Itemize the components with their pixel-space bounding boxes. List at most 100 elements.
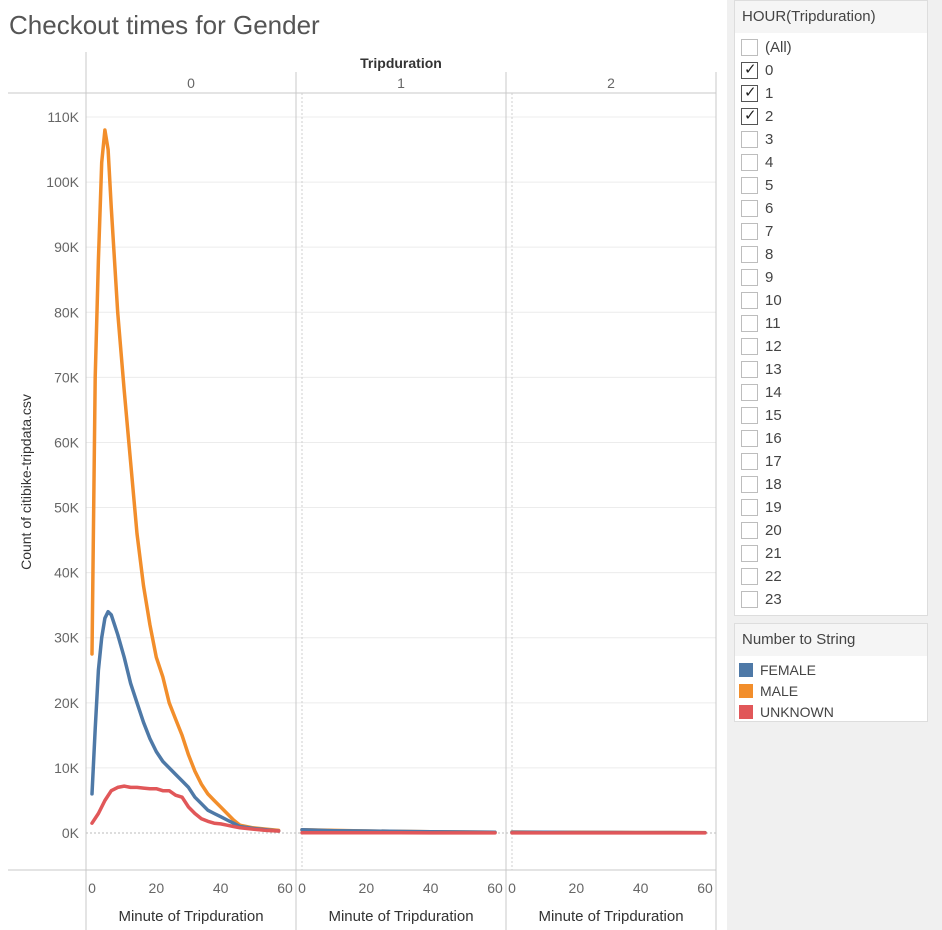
legend-label: UNKNOWN <box>760 703 834 720</box>
checkbox[interactable] <box>741 223 758 240</box>
x-tick-label: 40 <box>213 880 229 896</box>
filter-item-22[interactable]: 21 <box>735 542 927 565</box>
filter-item-16[interactable]: 15 <box>735 404 927 427</box>
filter-item-20[interactable]: 19 <box>735 496 927 519</box>
x-axis-label: Minute of Tripduration <box>328 908 473 925</box>
checkbox[interactable] <box>741 177 758 194</box>
filter-item-label: 15 <box>765 407 782 424</box>
checkbox[interactable] <box>741 131 758 148</box>
filter-item-label: 1 <box>765 85 774 102</box>
filter-item-0[interactable]: (All) <box>735 36 927 59</box>
series-line-unknown <box>90 784 281 833</box>
legend-item-2[interactable]: UNKNOWN <box>735 701 927 722</box>
checkbox[interactable] <box>741 591 758 608</box>
filter-item-label: 8 <box>765 246 774 263</box>
filter-item-11[interactable]: 10 <box>735 289 927 312</box>
filter-item-label: 11 <box>765 315 781 332</box>
filter-item-24[interactable]: 23 <box>735 588 927 611</box>
x-axis-label: Minute of Tripduration <box>118 908 263 925</box>
y-tick-label: 10K <box>54 760 80 776</box>
checkbox[interactable] <box>741 522 758 539</box>
checkbox[interactable] <box>741 39 758 56</box>
checkbox[interactable] <box>741 338 758 355</box>
series-line-female <box>90 609 281 833</box>
filter-item-label: 16 <box>765 430 782 447</box>
filter-item-label: 10 <box>765 292 782 309</box>
x-tick-label: 0 <box>508 880 516 896</box>
checkbox[interactable] <box>741 106 758 125</box>
filter-item-9[interactable]: 8 <box>735 243 927 266</box>
filter-item-3[interactable]: 2 <box>735 105 927 128</box>
filter-item-2[interactable]: 1 <box>735 82 927 105</box>
filter-item-12[interactable]: 11 <box>735 312 927 335</box>
legend-item-0[interactable]: FEMALE <box>735 659 927 680</box>
filter-list: (All)01234567891011121314151617181920212… <box>735 33 927 611</box>
gender-legend-panel: Number to String FEMALE MALE UNKNOWN <box>734 623 928 722</box>
x-tick-label: 40 <box>423 880 439 896</box>
legend-swatch <box>739 683 753 698</box>
checkbox[interactable] <box>741 83 758 102</box>
x-tick-label: 60 <box>487 880 503 896</box>
y-tick-label: 40K <box>54 565 80 581</box>
checkbox[interactable] <box>741 154 758 171</box>
x-tick-label: 0 <box>88 880 96 896</box>
filter-item-10[interactable]: 9 <box>735 266 927 289</box>
filter-item-21[interactable]: 20 <box>735 519 927 542</box>
filter-item-label: 2 <box>765 108 774 125</box>
filter-item-8[interactable]: 7 <box>735 220 927 243</box>
filter-item-5[interactable]: 4 <box>735 151 927 174</box>
x-tick-label: 40 <box>633 880 649 896</box>
filter-item-17[interactable]: 16 <box>735 427 927 450</box>
x-axis-label: Minute of Tripduration <box>538 908 683 925</box>
filter-item-label: 9 <box>765 269 774 286</box>
checkbox[interactable] <box>741 499 758 516</box>
filter-item-label: 18 <box>765 476 782 493</box>
filter-item-13[interactable]: 12 <box>735 335 927 358</box>
checkbox[interactable] <box>741 384 758 401</box>
filter-item-15[interactable]: 14 <box>735 381 927 404</box>
filter-item-4[interactable]: 3 <box>735 128 927 151</box>
y-tick-label: 0K <box>62 825 80 841</box>
legend-item-1[interactable]: MALE <box>735 680 927 701</box>
filter-item-label: 23 <box>765 591 782 608</box>
filter-item-1[interactable]: 0 <box>735 59 927 82</box>
series-line-male <box>90 128 281 833</box>
legend-label: FEMALE <box>760 661 817 678</box>
checkbox[interactable] <box>741 453 758 470</box>
checkbox[interactable] <box>741 430 758 447</box>
filter-item-label: 13 <box>765 361 782 378</box>
y-tick-label: 20K <box>54 695 80 711</box>
legend-title: Number to String <box>735 624 927 656</box>
filter-item-label: 22 <box>765 568 782 585</box>
checkbox[interactable] <box>741 60 758 79</box>
checkbox[interactable] <box>741 315 758 332</box>
checkbox[interactable] <box>741 476 758 493</box>
filter-item-label: 3 <box>765 131 774 148</box>
filter-item-label: 17 <box>765 453 782 470</box>
filter-item-18[interactable]: 17 <box>735 450 927 473</box>
legend-label: MALE <box>760 682 799 699</box>
checkbox[interactable] <box>741 246 758 263</box>
legend-swatch <box>739 662 753 677</box>
filter-item-label: 20 <box>765 522 782 539</box>
checkbox[interactable] <box>741 269 758 286</box>
y-tick-label: 50K <box>54 500 80 516</box>
filter-item-6[interactable]: 5 <box>735 174 927 197</box>
y-tick-label: 100K <box>46 174 79 190</box>
x-tick-label: 0 <box>298 880 306 896</box>
checkbox[interactable] <box>741 361 758 378</box>
checkbox[interactable] <box>741 292 758 309</box>
checkbox[interactable] <box>741 407 758 424</box>
panel-header: 1 <box>397 75 405 91</box>
y-tick-label: 60K <box>54 434 80 450</box>
filter-item-23[interactable]: 22 <box>735 565 927 588</box>
checkbox[interactable] <box>741 200 758 217</box>
filter-item-19[interactable]: 18 <box>735 473 927 496</box>
filter-item-14[interactable]: 13 <box>735 358 927 381</box>
filter-title: HOUR(Tripduration) <box>735 1 927 33</box>
filter-item-7[interactable]: 6 <box>735 197 927 220</box>
checkbox[interactable] <box>741 568 758 585</box>
y-tick-label: 110K <box>47 109 79 125</box>
checkbox[interactable] <box>741 545 758 562</box>
filter-item-label: (All) <box>765 39 792 56</box>
